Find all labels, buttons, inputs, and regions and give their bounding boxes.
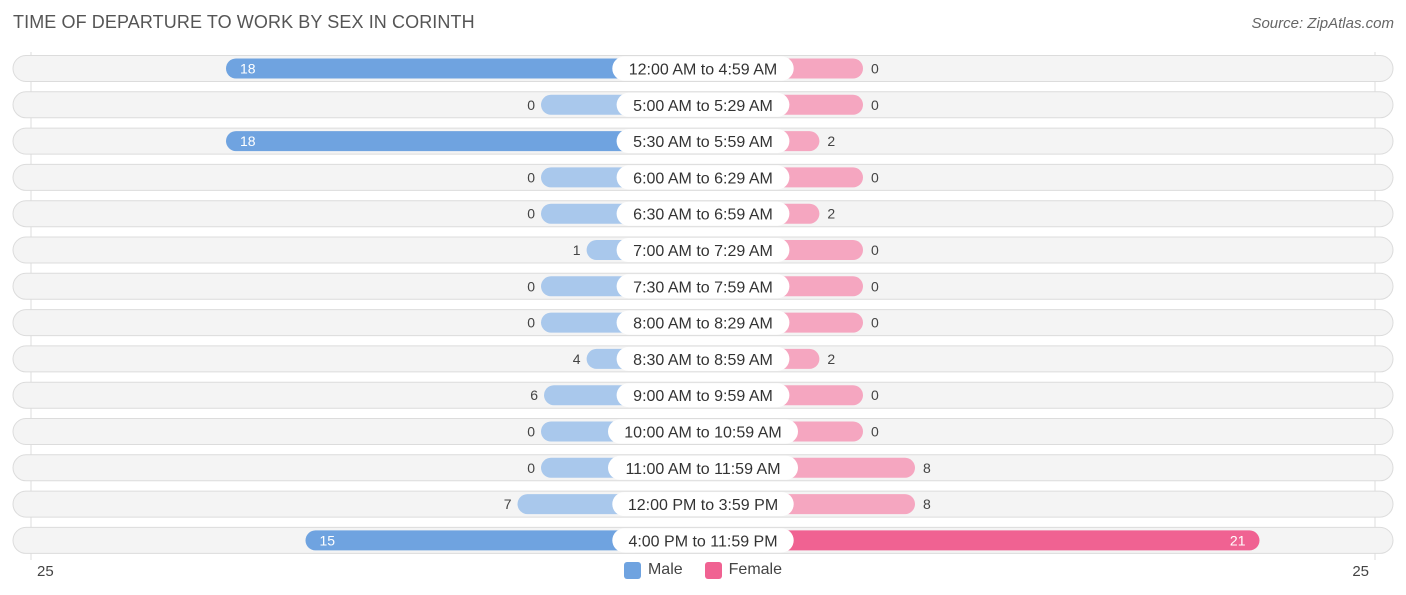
data-label-male: 0 [527,424,535,440]
legend-item-male[interactable]: Male [623,561,683,579]
data-label-female: 0 [871,61,879,77]
data-label-female: 0 [871,424,879,440]
data-label-male: 18 [240,133,256,149]
data-label-female: 2 [827,351,835,367]
category-pill [616,310,790,335]
data-label-male: 0 [527,206,535,222]
data-label-female: 0 [871,97,879,113]
data-label-male: 0 [527,169,535,185]
legend-label-male: Male [647,561,683,578]
legend-swatch-female [704,561,722,579]
chart-title: TIME OF DEPARTURE TO WORK BY SEX IN CORI… [13,12,475,32]
legend-item-female[interactable]: Female [704,561,783,579]
data-label-female: 8 [923,460,931,476]
data-label-female: 2 [827,206,835,222]
chart-source: Source: ZipAtlas.com [1251,15,1394,32]
bar-male [305,530,703,551]
data-label-female: 0 [871,278,879,294]
category-pill [616,201,790,226]
data-label-male: 4 [573,351,581,367]
category-label: 6:00 AM to 6:29 AM [633,170,773,187]
data-label-female: 0 [871,242,879,258]
legend-label-female: Female [728,561,783,578]
data-label-male: 0 [527,278,535,294]
axis-min-label: 25 [37,563,54,580]
bar-male [226,58,703,79]
data-label-male: 0 [527,460,535,476]
data-label-male: 1 [573,242,581,258]
category-pill [616,238,790,262]
category-label: 10:00 AM to 10:59 AM [624,425,781,442]
category-pill [608,419,798,444]
data-label-male: 0 [527,97,535,113]
category-pill [616,274,790,299]
category-pill [616,383,790,408]
data-label-male: 0 [527,315,535,331]
data-label-female: 0 [871,315,879,331]
category-label: 12:00 PM to 3:59 PM [628,497,778,514]
category-label: 4:00 PM to 11:59 PM [628,533,777,550]
data-label-male: 15 [320,532,336,548]
category-label: 5:30 AM to 5:59 AM [633,134,773,151]
chart-plot: 18 012:00 AM to 4:59 AM0 05:00 AM to 5:29 … [12,52,1394,560]
axis-max-label: 25 [1352,563,1369,580]
category-pill [616,346,790,371]
category-label: 8:30 AM to 8:59 AM [633,352,773,369]
category-pill [612,492,794,517]
data-label-female: 8 [923,496,931,512]
category-label: 11:00 AM to 11:59 AM [625,461,780,478]
category-label: 12:00 AM to 4:59 AM [629,62,778,79]
data-label-female: 2 [827,133,835,149]
data-label-female: 0 [871,169,879,185]
data-label-female: 21 [1230,532,1246,548]
category-label: 6:30 AM to 6:59 AM [633,207,773,224]
data-label-male: 6 [530,387,538,403]
category-label: 9:00 AM to 9:59 AM [633,388,773,405]
bar-female [703,530,1260,551]
data-label-male: 7 [504,496,512,512]
bar-male [226,131,703,152]
data-label-female: 0 [871,387,879,403]
category-pill [616,92,790,117]
data-label-male: 18 [240,61,256,77]
category-pill [612,528,794,553]
category-pill [616,129,790,154]
category-pill [608,455,798,480]
category-label: 7:00 AM to 7:29 AM [633,243,773,260]
category-pill [616,165,790,190]
chart-legend: Male Female [0,561,1406,579]
legend-swatch-male [623,561,641,579]
category-pill [612,56,794,81]
category-label: 7:30 AM to 7:59 AM [633,279,773,296]
category-label: 8:00 AM to 8:29 AM [633,316,773,333]
category-label: 5:00 AM to 5:29 AM [633,98,773,115]
